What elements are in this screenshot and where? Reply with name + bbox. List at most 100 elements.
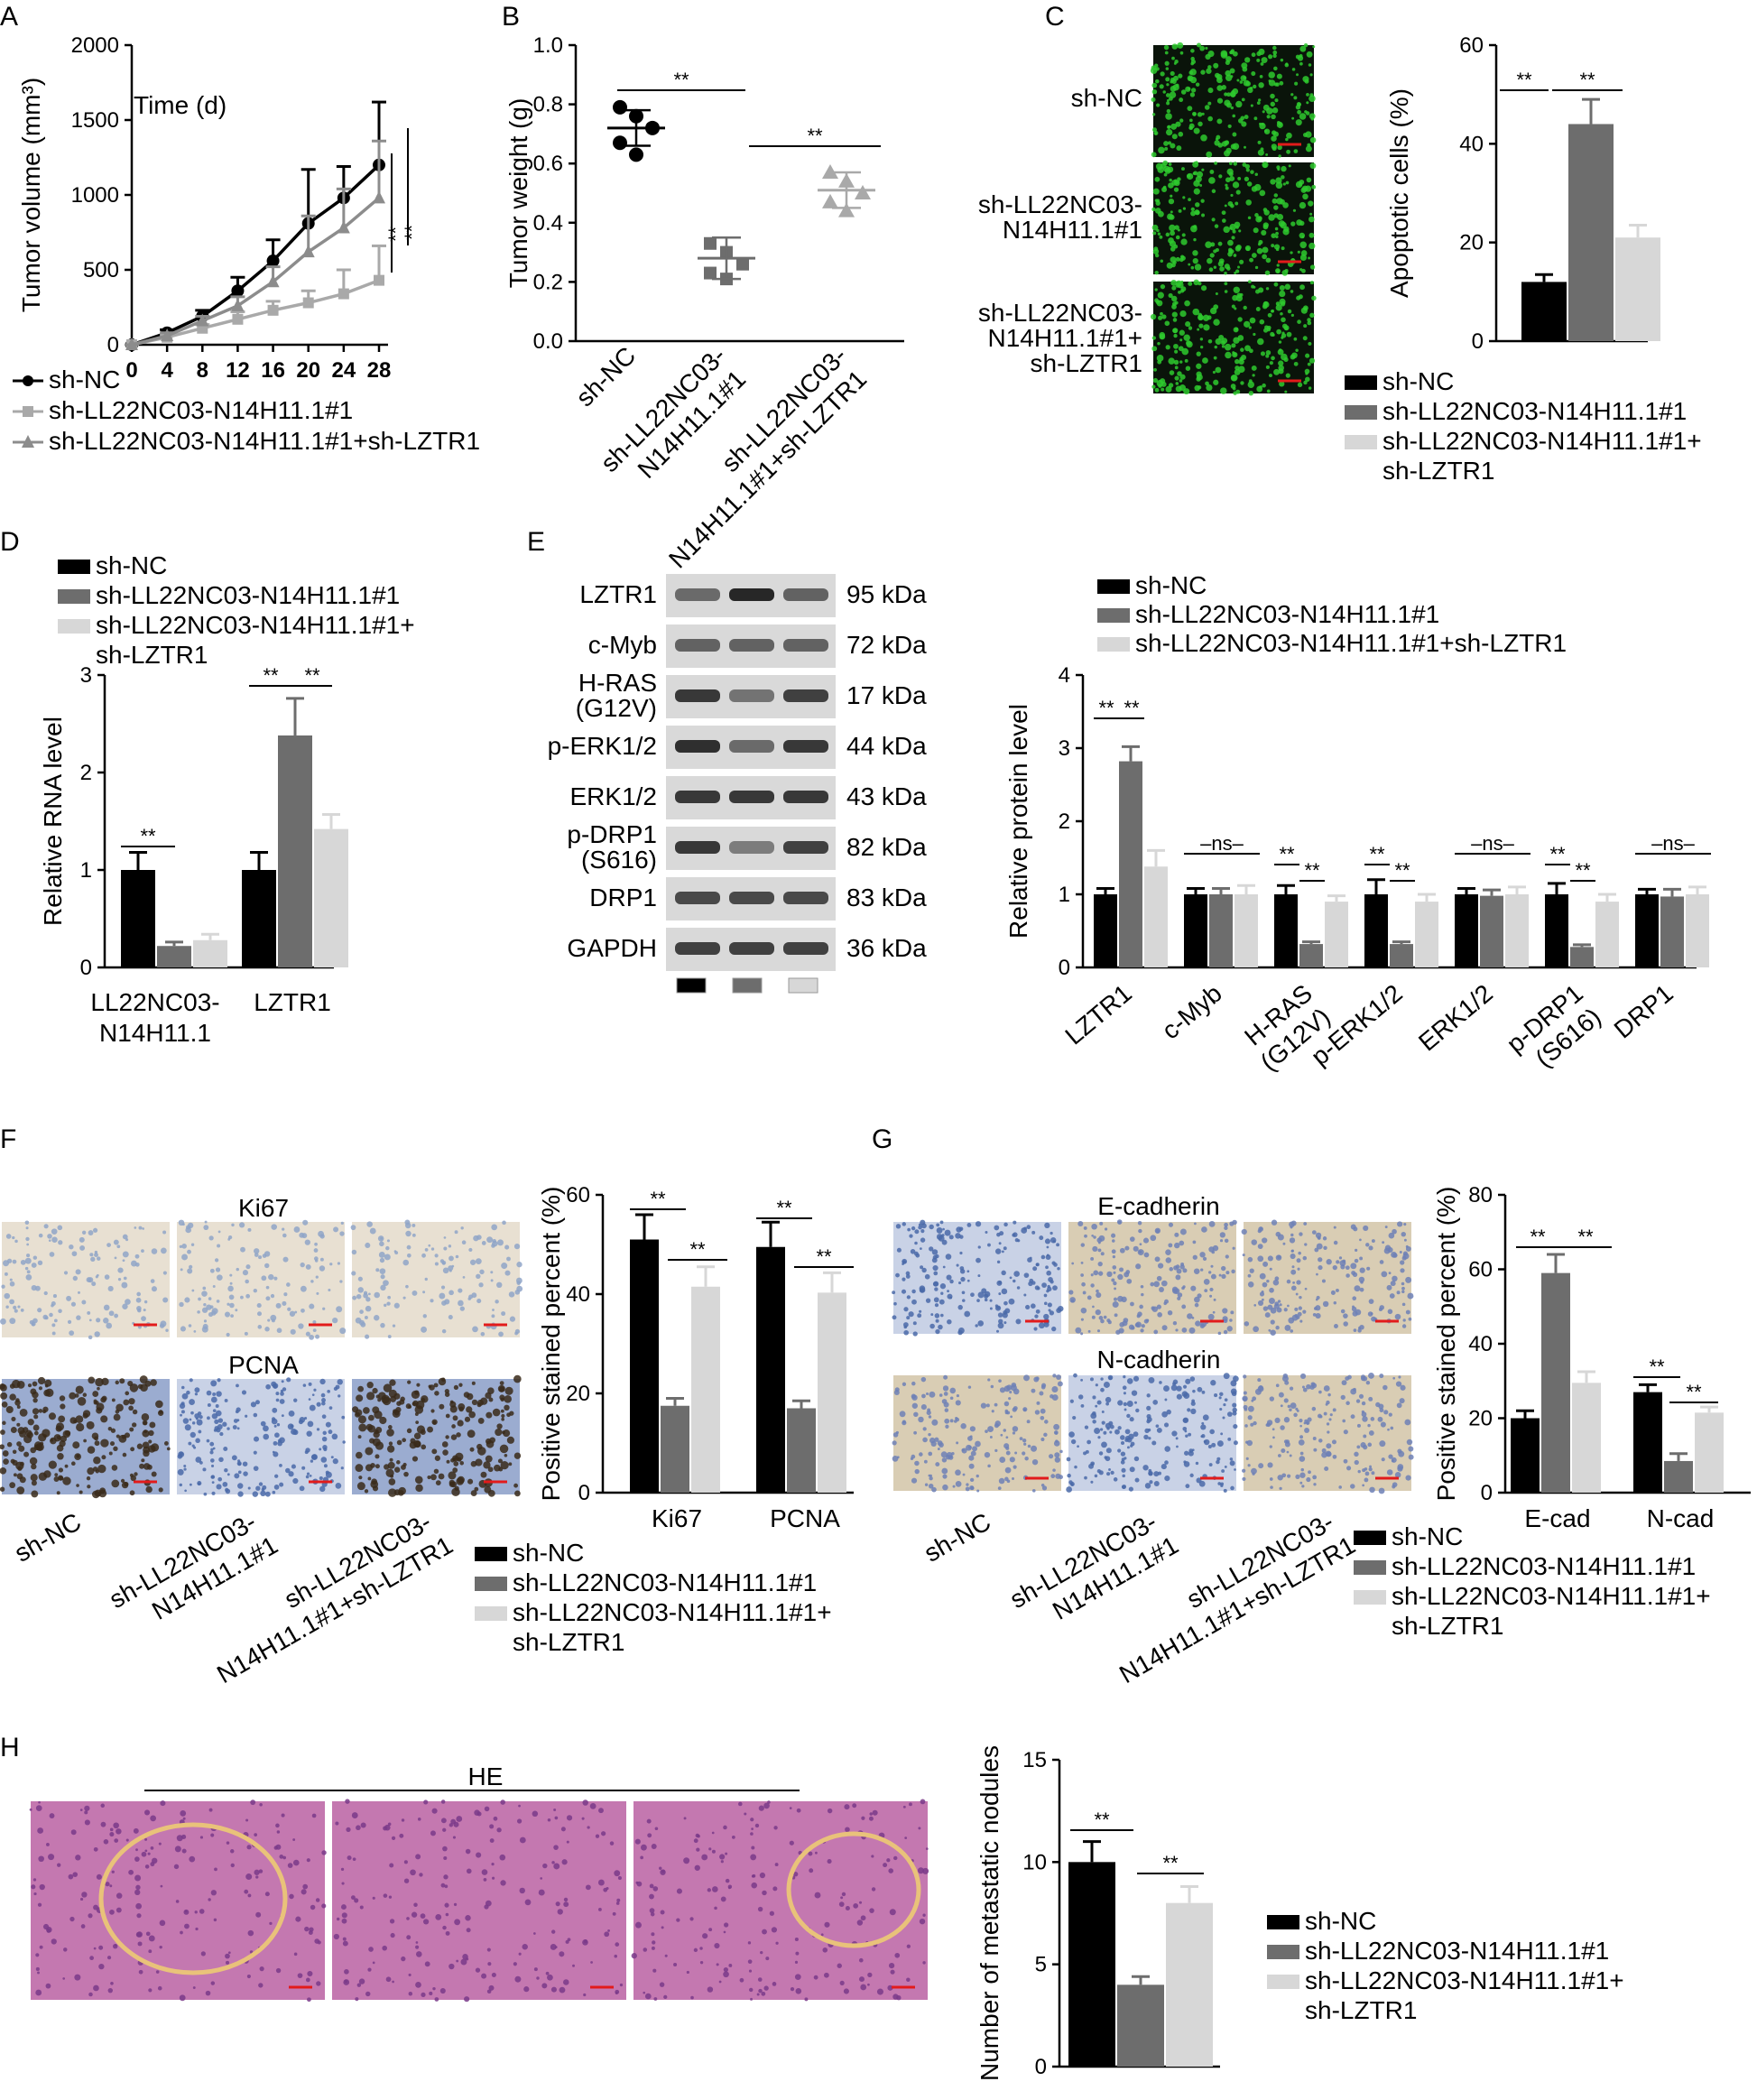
stain-dot [389, 1863, 394, 1868]
stain-dot [1287, 1404, 1291, 1409]
stain-dot [1278, 220, 1285, 227]
stain-dot [1382, 1384, 1388, 1391]
stain-dot [765, 1957, 770, 1961]
stain-dot [1312, 45, 1316, 49]
stain-dot [1289, 1237, 1296, 1244]
stain-dot [1151, 82, 1158, 88]
stain-dot [188, 1441, 192, 1446]
stain-dot [1363, 1434, 1367, 1439]
stain-dot [412, 1400, 419, 1407]
stain-dot [1269, 1477, 1273, 1481]
stain-dot [1265, 287, 1270, 291]
stain-dot [1223, 1488, 1227, 1493]
stain-dot [136, 1291, 141, 1297]
stain-dot [149, 1421, 156, 1429]
stain-dot [673, 1962, 678, 1967]
stain-dot [1139, 1304, 1143, 1309]
stain-dot [1193, 1222, 1197, 1226]
stain-dot [1051, 1394, 1059, 1402]
stain-dot [208, 1808, 213, 1812]
stain-dot [1355, 1399, 1361, 1403]
stain-dot [60, 1435, 67, 1443]
stain-dot [191, 1421, 196, 1425]
micrograph-background [893, 1375, 1061, 1491]
stain-dot [1340, 1394, 1345, 1401]
stain-dot [660, 1910, 665, 1915]
stain-dot [337, 1262, 341, 1265]
significance-label: –ns– [1471, 832, 1514, 855]
stain-dot [227, 1302, 230, 1306]
stain-dot [1188, 1450, 1194, 1457]
stain-dot [649, 1883, 654, 1889]
stain-dot [1209, 253, 1215, 258]
stain-dot [1218, 174, 1223, 179]
stain-dot [1235, 226, 1239, 229]
stain-dot [961, 1291, 966, 1295]
stain-dot [1119, 1247, 1125, 1254]
stain-dot [1308, 200, 1314, 207]
stain-dot [152, 1857, 158, 1864]
stain-dot [918, 1225, 922, 1230]
stain-dot [1228, 247, 1233, 253]
stain-dot [187, 1268, 193, 1274]
stain-dot [1052, 1285, 1058, 1291]
stain-dot [20, 1259, 26, 1265]
stain-dot [914, 1241, 918, 1245]
stain-dot [1247, 1405, 1254, 1412]
stain-dot [1381, 1457, 1385, 1462]
stain-dot [1360, 1281, 1364, 1284]
stain-dot [1142, 1465, 1149, 1471]
stain-dot [151, 1286, 157, 1292]
stain-dot [1172, 75, 1179, 81]
stain-dot [342, 1940, 348, 1947]
stain-dot [1403, 1238, 1407, 1242]
stain-dot [460, 1226, 464, 1230]
stain-dot [1151, 88, 1158, 95]
stain-dot [204, 1220, 208, 1224]
stain-dot [999, 1387, 1006, 1393]
x-tick-label: 0 [125, 358, 137, 383]
stain-dot [1100, 1252, 1105, 1256]
stain-dot [1173, 359, 1179, 365]
x-tick-label: 12 [226, 358, 250, 383]
stain-dot [114, 1838, 119, 1843]
stain-dot [1178, 73, 1183, 79]
bar [157, 946, 191, 967]
y-tick-label: 500 [83, 258, 119, 282]
stain-dot [518, 1804, 521, 1808]
stain-dot [26, 1254, 31, 1258]
stain-dot [582, 1799, 588, 1806]
stain-dot [1225, 102, 1232, 108]
stain-dot [1040, 1408, 1046, 1414]
stain-dot [216, 1391, 222, 1397]
micrograph-background [177, 1379, 345, 1494]
bar [756, 1246, 785, 1493]
stain-dot [860, 1915, 866, 1921]
stain-dot [1379, 1260, 1384, 1264]
stain-dot [936, 1234, 943, 1240]
stain-dot [274, 1432, 280, 1439]
data-point [822, 193, 838, 208]
stain-dot [87, 1446, 96, 1454]
stain-dot [279, 1437, 285, 1444]
stain-dot [1181, 1391, 1188, 1397]
stain-dot [1226, 1326, 1233, 1332]
stain-dot [390, 1932, 395, 1938]
stain-dot [258, 1255, 263, 1260]
stain-dot [281, 1380, 284, 1383]
stain-dot [977, 1245, 981, 1249]
stain-dot [230, 1314, 234, 1318]
data-point [231, 298, 245, 311]
molecular-weight-label: 43 kDa [846, 782, 927, 810]
stain-dot [957, 1304, 963, 1310]
stain-dot [79, 1244, 86, 1251]
stain-dot [129, 1427, 134, 1432]
stain-dot [1230, 203, 1235, 208]
stain-dot [1313, 1483, 1317, 1486]
stain-dot [1214, 161, 1218, 165]
stain-dot [129, 1473, 134, 1477]
stain-dot [1305, 145, 1312, 153]
stain-dot [236, 1383, 239, 1388]
stain-dot [179, 1994, 186, 2002]
stain-dot [1159, 235, 1163, 239]
